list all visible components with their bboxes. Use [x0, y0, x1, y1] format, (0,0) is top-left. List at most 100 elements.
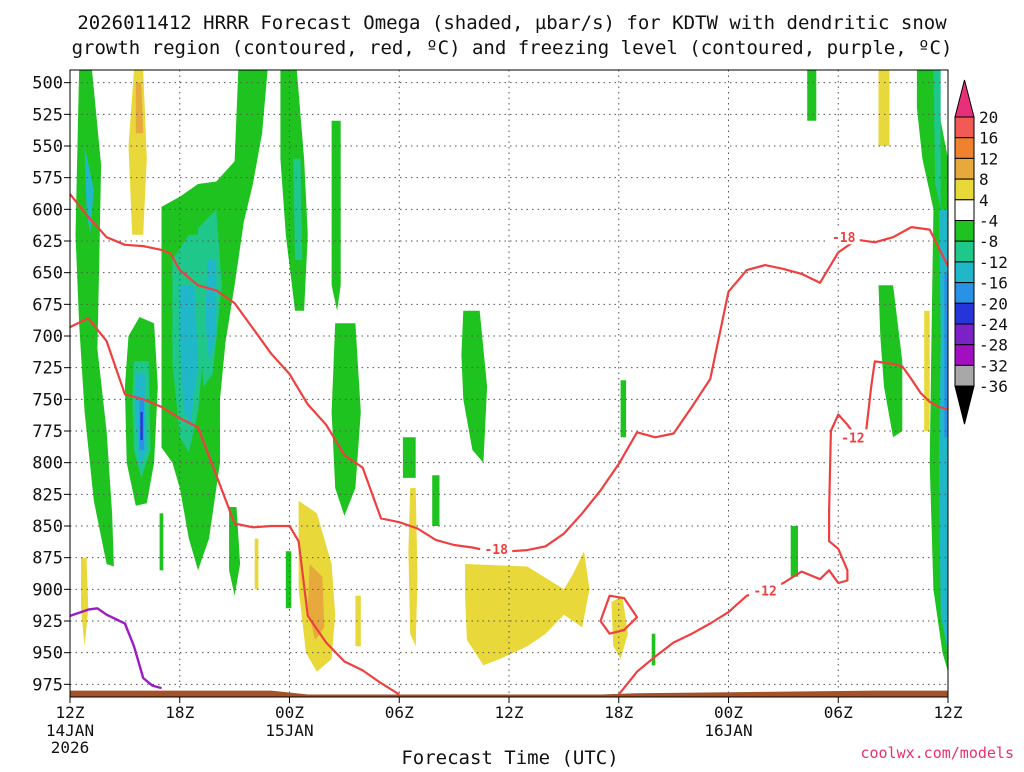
colorbar-bin-2 [954, 137, 975, 159]
colorbar-bottom-triangle [954, 385, 975, 425]
y-tick-label-19: 975 [32, 675, 63, 695]
y-tick-label-2: 550 [32, 137, 63, 157]
dgz-contour-3 [617, 360, 948, 696]
x-tick-label-4: 12Z [495, 703, 524, 722]
colorbar-label-3: 8 [979, 170, 989, 189]
x-tick-label-2: 00Z [275, 703, 304, 722]
colorbar-bin-3 [954, 157, 975, 180]
y-tick-label-14: 850 [32, 517, 63, 537]
omega-region-15 [293, 158, 303, 260]
x-tick-year-0: 2026 [51, 738, 90, 757]
y-tick-label-8: 700 [32, 327, 63, 347]
y-tick-label-0: 500 [32, 74, 63, 94]
colorbar-bin-11 [954, 323, 975, 346]
chart-title-line-2: growth region (contoured, red, ºC) and f… [72, 37, 953, 59]
contour-label-text: -12 [753, 585, 776, 600]
chart-title-line-1: 2026011412 HRRR Forecast Omega (shaded, … [77, 12, 947, 34]
colorbar-label-0: 20 [979, 108, 998, 127]
y-tick-label-10: 750 [32, 390, 63, 410]
omega-region-6 [140, 412, 143, 440]
colorbar-label-13: -36 [979, 377, 1008, 396]
colorbar-top-triangle [954, 79, 975, 118]
credit-text: coolwx.com/models [860, 744, 1014, 762]
omega-region-18 [461, 310, 488, 463]
colorbar-label-10: -24 [979, 315, 1008, 334]
omega-region-40 [408, 488, 418, 647]
omega-region-1 [84, 146, 94, 235]
x-tick-label-8: 12Z [934, 703, 963, 722]
y-tick-label-12: 800 [32, 454, 63, 474]
terrain-ground [70, 690, 948, 697]
omega-region-24 [432, 475, 440, 526]
contour-label-3: -12 [749, 582, 782, 600]
colorbar-label-7: -12 [979, 253, 1008, 272]
x-axis-label: Forecast Time (UTC) [401, 747, 618, 768]
colorbar-bin-8 [954, 261, 975, 284]
y-tick-label-18: 950 [32, 644, 63, 664]
x-tick-label-7: 06Z [824, 703, 853, 722]
colorbar-label-8: -16 [979, 274, 1008, 293]
omega-region-25 [651, 633, 656, 666]
colorbar-label-12: -32 [979, 356, 1008, 375]
omega-region-16 [331, 120, 341, 311]
y-axis: 500 525 550 575 600 625 650 675 700 725 750 775 800 8… [32, 74, 70, 695]
omega-region-17 [331, 323, 361, 516]
contour-label-bg [827, 229, 860, 245]
contour-label-1: -18 [480, 540, 513, 558]
omega-region-8 [135, 82, 144, 134]
omega-region-28 [807, 70, 817, 121]
omega-region-0 [75, 70, 114, 567]
colorbar-bin-10 [954, 302, 975, 325]
x-tick-label-5: 18Z [604, 703, 633, 722]
colorbar-label-2: 12 [979, 149, 998, 168]
colorbar-bin-5 [954, 199, 975, 222]
y-tick-label-5: 625 [32, 232, 63, 252]
colorbar-bin-4 [954, 178, 975, 201]
omega-region-39 [355, 595, 361, 647]
omega-region-21 [159, 513, 164, 571]
colorbar-bin-1 [954, 116, 975, 139]
y-tick-label-6: 650 [32, 264, 63, 284]
contour-label-bg [836, 429, 869, 445]
omega-region-32 [933, 70, 941, 210]
colorbar-label-1: 16 [979, 129, 998, 148]
y-tick-label-3: 575 [32, 169, 63, 189]
y-tick-label-4: 600 [32, 200, 63, 220]
contour-label-text: -18 [832, 231, 856, 246]
omega-region-23 [285, 551, 292, 609]
omega-region-29 [878, 70, 890, 146]
contour-label-0: -18 [827, 229, 860, 246]
colorbar-label-6: -8 [979, 232, 998, 251]
colorbar-label-9: -20 [979, 294, 1008, 313]
dgz-contour-2 [599, 594, 639, 635]
omega-region-34 [944, 272, 948, 438]
omega-region-26 [790, 526, 798, 577]
freezing-level-contour-0 [70, 607, 162, 690]
x-tick-label-1: 18Z [165, 703, 194, 722]
colorbar-label-4: 4 [979, 191, 989, 210]
y-tick-label-15: 875 [32, 549, 63, 569]
y-tick-label-11: 775 [32, 422, 63, 442]
y-tick-label-9: 725 [32, 359, 63, 379]
omega-region-42 [611, 595, 628, 659]
grid-layer [70, 70, 948, 697]
omega-region-30 [924, 310, 930, 431]
x-tick-date-0: 14JAN [46, 721, 94, 740]
omega-region-37 [81, 557, 89, 647]
contour-label-text: -18 [484, 543, 508, 558]
y-tick-label-16: 900 [32, 580, 63, 600]
colorbar-bin-6 [954, 220, 975, 242]
omega-region-19 [620, 380, 627, 438]
colorbar-label-11: -28 [979, 336, 1008, 355]
contour-label-2: -12 [836, 429, 869, 446]
y-tick-label-7: 675 [32, 295, 63, 315]
omega-region-41 [465, 551, 590, 666]
omega-region-20 [402, 437, 416, 478]
colorbar-label-5: -4 [979, 212, 998, 231]
x-tick-label-0: 12Z [56, 703, 85, 722]
x-tick-label-6: 00Z [714, 703, 743, 722]
